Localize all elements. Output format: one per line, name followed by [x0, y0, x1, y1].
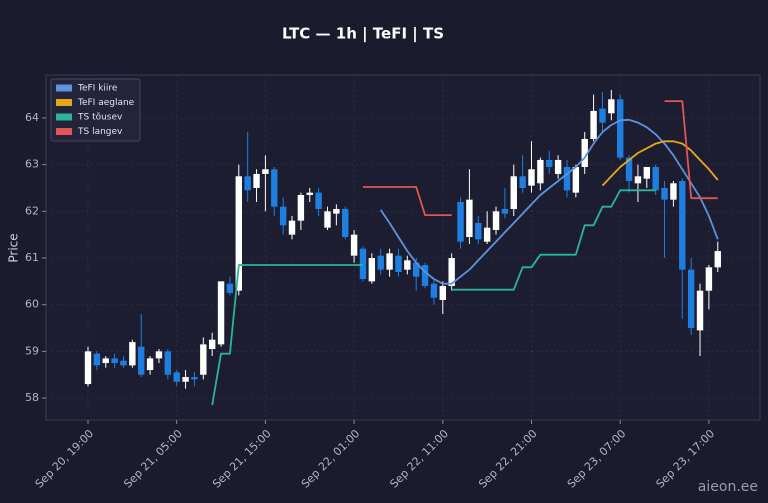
candle-body [617, 99, 624, 158]
candle-body [528, 169, 535, 186]
candle-body [590, 110, 597, 139]
legend-box [50, 78, 141, 142]
candle-body [297, 194, 305, 221]
indicator-line [211, 189, 656, 406]
chart-title: LTC — 1h | TeFI | TS [282, 25, 444, 44]
candle-body [546, 159, 553, 167]
legend-swatch [56, 99, 72, 106]
indicator-line [379, 118, 719, 285]
candle-body [306, 192, 313, 195]
candle-body [448, 258, 455, 287]
candle-body [466, 199, 473, 237]
candle-body [395, 255, 402, 273]
legend: TeFI kiire TeFI aeglane TS tõusev TS langev [50, 78, 141, 142]
candle-body [377, 255, 384, 270]
candle-body [191, 377, 198, 380]
y-tick-label: 58 [25, 391, 39, 404]
candle-body [714, 251, 721, 268]
y-axis-label: Price [7, 233, 21, 262]
candle-body [643, 166, 651, 179]
candle-body [333, 208, 340, 214]
candle-body [235, 176, 242, 291]
candle-body [501, 208, 509, 214]
candle-body [670, 183, 677, 200]
candle-body [315, 192, 322, 209]
legend-swatch [56, 113, 72, 121]
candle-body [572, 166, 580, 193]
candle-body [93, 353, 101, 366]
candle-body [342, 208, 349, 237]
candle-body [279, 206, 287, 226]
legend-label: TeFI aeglane [77, 98, 135, 108]
candle-body [661, 187, 668, 200]
candle-body [120, 360, 127, 366]
candle-body [129, 342, 136, 366]
candle-body [182, 377, 189, 382]
candle-body [563, 166, 571, 191]
candle-body [111, 358, 118, 364]
candle-body [696, 290, 704, 331]
candle-body [625, 157, 633, 181]
y-tick-label: 64 [25, 111, 39, 124]
candle-body [457, 201, 464, 242]
legend-label: TS langev [77, 127, 123, 137]
candle-body [519, 176, 526, 188]
candle-body [608, 99, 615, 114]
candle-body [226, 283, 234, 294]
y-tick-label: 59 [25, 344, 39, 357]
candle-body [634, 176, 642, 184]
candle-body [687, 269, 695, 329]
candle-body [492, 211, 500, 230]
candle-body [386, 253, 393, 270]
candle-body [483, 227, 491, 242]
candle-body [475, 222, 482, 240]
candle-body [244, 176, 251, 191]
candle-body [537, 159, 544, 184]
y-tick-label: 61 [25, 251, 39, 264]
y-tick-label: 62 [25, 204, 39, 217]
candle-body [324, 211, 331, 228]
legend-label: TS tõusev [77, 113, 123, 123]
indicator-line [601, 140, 719, 187]
candle-body [271, 169, 278, 207]
watermark: aieon.ee [698, 479, 758, 495]
y-tick-label: 63 [25, 158, 39, 171]
candle-body [581, 138, 588, 167]
candle-body [705, 267, 713, 291]
candle-body [421, 265, 429, 287]
candle-body [412, 262, 420, 277]
candle-body [359, 248, 367, 280]
candle-body [652, 166, 659, 191]
candle-body [554, 159, 562, 174]
candle-body [146, 358, 154, 371]
candle-body [599, 108, 606, 123]
candle-body [350, 234, 358, 256]
candle-body [208, 339, 216, 350]
candle-body [288, 220, 296, 235]
candle-body [155, 351, 163, 359]
candle-body [430, 283, 438, 298]
candle-body [200, 344, 207, 375]
candle-body [173, 372, 180, 382]
legend-label: TeFI kiire [77, 84, 118, 94]
candle-body [253, 173, 260, 188]
candle-body [679, 180, 686, 270]
candle-body [510, 176, 517, 209]
candle-body [84, 351, 92, 385]
y-tick-label: 60 [25, 298, 39, 311]
candle-body [439, 286, 446, 301]
indicator-line [363, 100, 718, 216]
candle-body [164, 351, 172, 375]
legend-swatch [56, 84, 72, 92]
candle-body [217, 281, 225, 345]
candle-body [368, 258, 376, 282]
candle-body [262, 169, 269, 174]
candle-body [102, 358, 109, 364]
candle-body [138, 346, 145, 375]
candle-body [404, 260, 411, 270]
legend-swatch [56, 128, 72, 135]
